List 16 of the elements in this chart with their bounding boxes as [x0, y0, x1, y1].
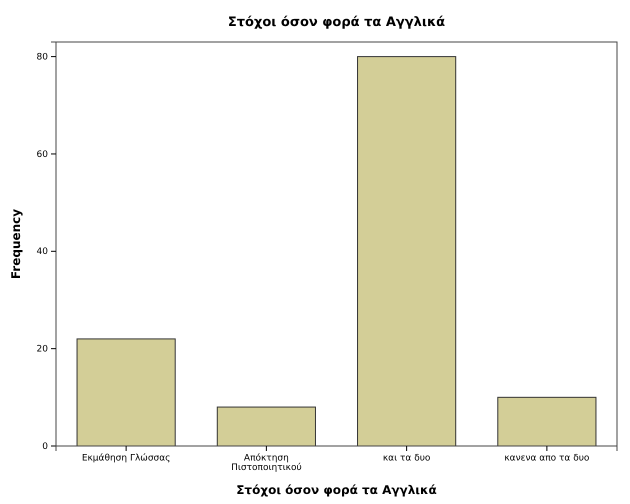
y-tick-label: 40: [36, 247, 48, 258]
y-axis-title: Frequency: [9, 208, 23, 280]
x-tick-label: Εκμάθηση Γλώσσας: [82, 452, 170, 464]
x-axis-title: Στόχοι όσον φορά τα Αγγλικά: [236, 483, 437, 497]
bar: [497, 396, 596, 446]
bar: [357, 56, 456, 446]
x-tick-label: κανενα απο τα δυο: [504, 453, 590, 464]
chart-title: Στόχοι όσον φορά τα Αγγλικά: [228, 15, 446, 30]
x-tick-label: Απόκτηση Πιστοποιητικού: [231, 452, 302, 473]
bar: [76, 338, 176, 446]
y-tick-label: 60: [36, 150, 48, 160]
y-tick-label: 80: [36, 52, 48, 62]
y-tick-label: 0: [42, 442, 48, 452]
bar: [216, 406, 316, 446]
x-tick-label: και τα δυο: [382, 453, 431, 464]
y-tick-label: 20: [36, 344, 48, 355]
